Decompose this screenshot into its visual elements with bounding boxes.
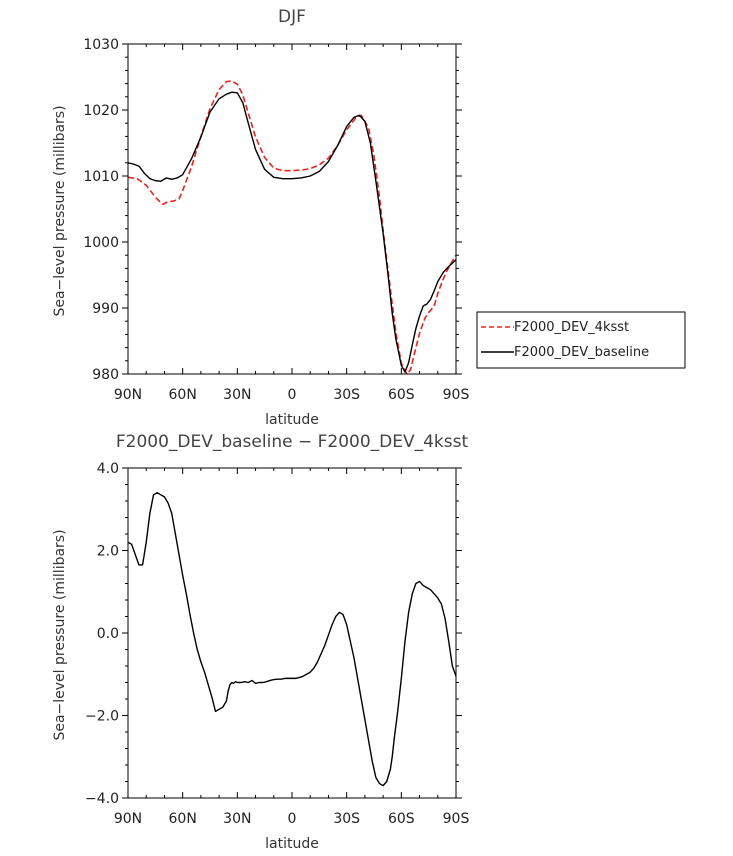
xtick-label: 60N xyxy=(169,387,197,403)
legend-box xyxy=(476,311,686,369)
series-line-difference xyxy=(128,492,456,787)
bottom-plot-frame xyxy=(127,467,457,799)
top-panel: DJF Sea−level pressure (millibars) latit… xyxy=(52,7,686,428)
ytick-label: 4.0 xyxy=(97,461,119,477)
ytick-label: 1000 xyxy=(83,235,119,251)
ytick-label: 1030 xyxy=(83,37,119,53)
ytick-label: 2.0 xyxy=(97,544,119,560)
series-line-f2000-dev-4ksst xyxy=(128,80,456,374)
xtick-label: 90S xyxy=(443,811,470,827)
xtick-label: 30S xyxy=(333,387,360,403)
ytick-label: −4.0 xyxy=(85,791,119,807)
bottom-ticks: 90N 60N 30N 0 30S 60S 90S −4.0 −2.0 0.0 2.0 4.0 xyxy=(85,461,469,827)
legend-label-4ksst: F2000_DEV_4ksst xyxy=(514,320,629,335)
ytick-label: −2.0 xyxy=(85,709,119,725)
ytick-label: 0.0 xyxy=(97,626,119,642)
bottom-series xyxy=(128,492,456,787)
xtick-label: 90S xyxy=(443,387,470,403)
top-chart-title: DJF xyxy=(278,7,306,27)
legend: F2000_DEV_4ksst F2000_DEV_baseline xyxy=(476,311,686,369)
xtick-label: 0 xyxy=(288,811,297,827)
top-series xyxy=(128,80,456,374)
xtick-label: 30N xyxy=(223,811,251,827)
ytick-label: 1020 xyxy=(83,103,119,119)
top-plot-frame xyxy=(127,43,457,375)
top-xlabel: latitude xyxy=(265,412,319,428)
top-ticks: 90N 60N 30N 0 30S 60S 90S 980 990 1000 1010 1020 103… xyxy=(83,37,469,403)
ytick-label: 980 xyxy=(92,367,119,383)
ytick-label: 1010 xyxy=(83,169,119,185)
xtick-label: 30S xyxy=(333,811,360,827)
xtick-label: 30N xyxy=(223,387,251,403)
xtick-label: 60S xyxy=(388,811,415,827)
xtick-label: 60S xyxy=(388,387,415,403)
ytick-label: 990 xyxy=(92,301,119,317)
bottom-ylabel: Sea−level pressure (millibars) xyxy=(52,529,68,740)
xtick-label: 90N xyxy=(114,387,142,403)
xtick-label: 60N xyxy=(169,811,197,827)
bottom-panel: F2000_DEV_baseline − F2000_DEV_4ksst Sea… xyxy=(52,432,469,852)
legend-label-baseline: F2000_DEV_baseline xyxy=(514,345,649,360)
top-ylabel: Sea−level pressure (millibars) xyxy=(52,105,68,316)
xtick-label: 90N xyxy=(114,811,142,827)
series-line-f2000-dev-baseline xyxy=(128,91,456,373)
xtick-label: 0 xyxy=(288,387,297,403)
bottom-xlabel: latitude xyxy=(265,836,319,852)
bottom-chart-title: F2000_DEV_baseline − F2000_DEV_4ksst xyxy=(116,432,469,452)
